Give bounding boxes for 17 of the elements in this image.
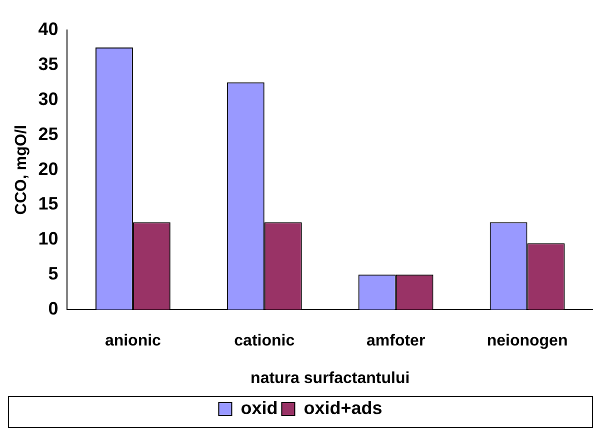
y-tick-label: 5 — [48, 264, 58, 284]
legend-label: oxid+ads — [304, 398, 382, 418]
x-axis-title: natura surfactantului — [250, 370, 410, 387]
y-tick-label: 35 — [38, 54, 58, 74]
legend-label: oxid — [240, 398, 278, 418]
y-tick-label: 15 — [38, 194, 58, 214]
y-tick-label: 25 — [38, 124, 58, 144]
y-tick-label: 0 — [48, 298, 58, 319]
x-tick-label: amfoter — [366, 332, 426, 350]
y-tick-label: 10 — [38, 228, 58, 249]
y-tick-label: 30 — [38, 88, 58, 109]
x-tick-label: cationic — [234, 332, 295, 350]
y-tick-label: 40 — [38, 18, 58, 39]
y-axis-title: CCO, mgO/l — [13, 124, 30, 215]
x-tick-label: neionogen — [486, 332, 568, 350]
y-tick-label: 20 — [38, 158, 58, 179]
x-tick-label: anionic — [104, 332, 162, 350]
